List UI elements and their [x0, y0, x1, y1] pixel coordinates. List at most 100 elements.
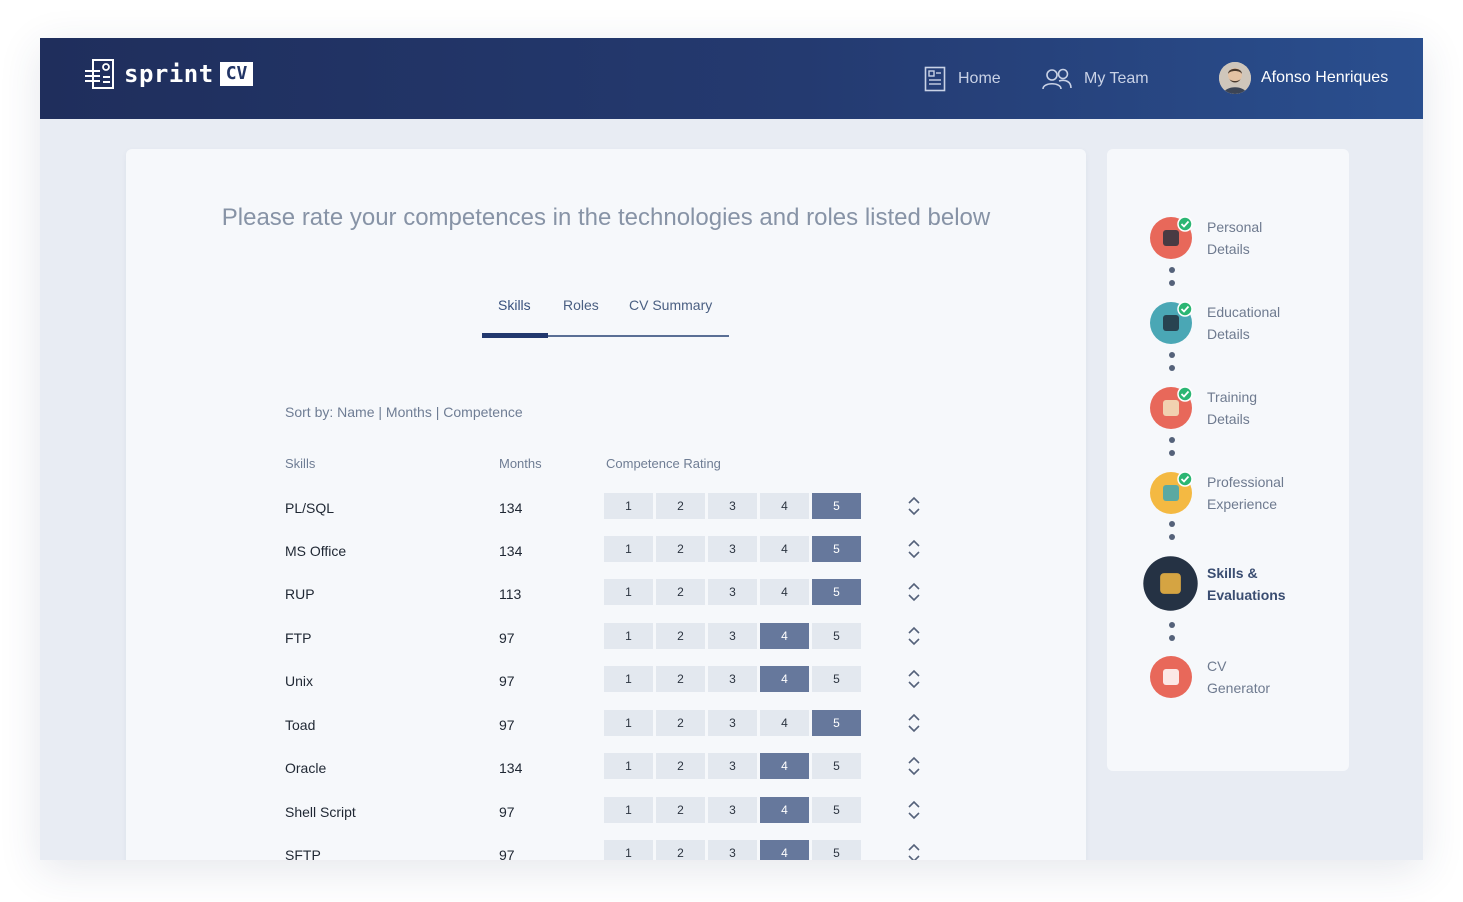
- progress-step-cv-document[interactable]: CV Generator: [1149, 655, 1349, 701]
- rating-button-1[interactable]: 1: [604, 493, 653, 519]
- rating-button-2[interactable]: 2: [656, 710, 705, 736]
- rating-button-4[interactable]: 4: [760, 840, 809, 860]
- rating-button-1[interactable]: 1: [604, 710, 653, 736]
- rating-button-3[interactable]: 3: [708, 710, 757, 736]
- logo-document-icon: [85, 59, 114, 89]
- table-row: MS Office 1 34 1 2 3 4 5: [126, 536, 1086, 566]
- rating-button-5[interactable]: 5: [812, 493, 861, 519]
- reorder-arrows-icon[interactable]: [906, 841, 922, 860]
- rating-button-3[interactable]: 3: [708, 623, 757, 649]
- rating-button-1[interactable]: 1: [604, 623, 653, 649]
- rating-button-2[interactable]: 2: [656, 579, 705, 605]
- rating-button-1[interactable]: 1: [604, 579, 653, 605]
- progress-step-person[interactable]: Personal Details: [1149, 216, 1349, 262]
- nav-home[interactable]: Home: [924, 62, 1001, 96]
- rating-button-1[interactable]: 1: [604, 666, 653, 692]
- reorder-arrows-icon[interactable]: [906, 798, 922, 822]
- skill-name: MS Office: [285, 543, 347, 559]
- progress-step-label: Professional Experience: [1207, 471, 1327, 515]
- rating-button-4[interactable]: 4: [760, 666, 809, 692]
- progress-step-skills[interactable]: Skills & Evaluations: [1142, 555, 1342, 611]
- rating-button-2[interactable]: 2: [656, 623, 705, 649]
- rating-button-4[interactable]: 4: [760, 797, 809, 823]
- rating-button-1[interactable]: 1: [604, 840, 653, 860]
- rating-button-3[interactable]: 3: [708, 536, 757, 562]
- tab-skills[interactable]: Skills: [498, 297, 531, 313]
- rating-button-5[interactable]: 5: [812, 623, 861, 649]
- step-connector: [1169, 437, 1175, 457]
- rating-button-5[interactable]: 5: [812, 710, 861, 736]
- sort-by-competence-link[interactable]: Competence: [443, 404, 523, 420]
- skill-name: Unix: [285, 673, 314, 689]
- reorder-arrows-icon[interactable]: [906, 494, 922, 518]
- rating-button-2[interactable]: 2: [656, 840, 705, 860]
- skill-months: 97: [499, 804, 515, 820]
- reorder-arrows-icon[interactable]: [906, 711, 922, 735]
- skill-name: Oracle: [285, 760, 327, 776]
- tab-roles[interactable]: Roles: [563, 297, 599, 313]
- nav-my-team[interactable]: My Team: [1042, 62, 1149, 96]
- rating-button-5[interactable]: 5: [812, 797, 861, 823]
- competence-card: Please rate your competences in the tech…: [126, 149, 1086, 860]
- rating-button-2[interactable]: 2: [656, 536, 705, 562]
- table-row: Toad 97 1 2 3 4 5: [126, 710, 1086, 740]
- rating-button-5[interactable]: 5: [812, 840, 861, 860]
- sort-by-name-link[interactable]: Name: [337, 404, 375, 420]
- skills-icon: [1143, 556, 1198, 611]
- rating-button-2[interactable]: 2: [656, 493, 705, 519]
- tab-cv-summary[interactable]: CV Summary: [629, 297, 713, 313]
- skill-name: SFTP: [285, 847, 321, 860]
- progress-step-graduation-cap[interactable]: Educational Details: [1149, 301, 1349, 347]
- rating-button-4[interactable]: 4: [760, 623, 809, 649]
- rating-button-2[interactable]: 2: [656, 666, 705, 692]
- rating-button-4[interactable]: 4: [760, 536, 809, 562]
- reorder-arrows-icon[interactable]: [906, 754, 922, 778]
- rating-button-4[interactable]: 4: [760, 753, 809, 779]
- progress-step-briefcase[interactable]: Professional Experience: [1149, 471, 1349, 517]
- progress-step-label: Personal Details: [1207, 216, 1327, 260]
- rating-button-3[interactable]: 3: [708, 797, 757, 823]
- progress-step-label-line1: Educational: [1207, 304, 1281, 320]
- reorder-arrows-icon[interactable]: [906, 624, 922, 648]
- rating-button-1[interactable]: 1: [604, 753, 653, 779]
- reorder-arrows-icon[interactable]: [906, 537, 922, 561]
- rating-button-3[interactable]: 3: [708, 753, 757, 779]
- app-window: sprint CV Home My Team: [40, 38, 1423, 860]
- progress-step-label-line1: Professional: [1207, 474, 1285, 490]
- reorder-arrows-icon[interactable]: [906, 667, 922, 691]
- user-menu[interactable]: Afonso Henriques: [1219, 60, 1388, 96]
- rating-button-3[interactable]: 3: [708, 579, 757, 605]
- rating-button-3[interactable]: 3: [708, 840, 757, 860]
- rating-button-1[interactable]: 1: [604, 536, 653, 562]
- rating-button-2[interactable]: 2: [656, 797, 705, 823]
- progress-step-training[interactable]: Training Details: [1149, 386, 1349, 432]
- rating-button-3[interactable]: 3: [708, 666, 757, 692]
- progress-step-label-line1: Skills &: [1207, 565, 1258, 581]
- tab-bar: Skills Roles CV Summary: [482, 295, 729, 339]
- rating-button-4[interactable]: 4: [760, 710, 809, 736]
- top-navigation-bar: sprint CV Home My Team: [40, 38, 1423, 119]
- progress-step-label-line1: Training: [1207, 389, 1258, 405]
- progress-step-label: CV Generator: [1207, 655, 1327, 699]
- progress-step-label: Training Details: [1207, 386, 1327, 430]
- sprintcv-logo[interactable]: sprint CV: [84, 56, 254, 92]
- team-icon: [1042, 68, 1072, 90]
- rating-button-1[interactable]: 1: [604, 797, 653, 823]
- column-header-months: Months: [499, 456, 542, 471]
- rating-button-5[interactable]: 5: [812, 579, 861, 605]
- rating-button-5[interactable]: 5: [812, 753, 861, 779]
- reorder-arrows-icon[interactable]: [906, 580, 922, 604]
- sort-by-months-link[interactable]: Months: [385, 404, 432, 420]
- rating-button-5[interactable]: 5: [812, 536, 861, 562]
- progress-step-label-line2: Details: [1207, 411, 1250, 427]
- rating-button-4[interactable]: 4: [760, 493, 809, 519]
- rating-button-2[interactable]: 2: [656, 753, 705, 779]
- rating-button-5[interactable]: 5: [812, 666, 861, 692]
- active-tab-indicator: [482, 333, 548, 338]
- rating-button-3[interactable]: 3: [708, 493, 757, 519]
- rating-button-4[interactable]: 4: [760, 579, 809, 605]
